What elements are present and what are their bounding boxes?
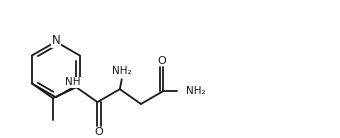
Text: O: O — [95, 127, 104, 137]
Text: NH: NH — [65, 77, 80, 87]
Text: N: N — [51, 34, 60, 47]
Text: O: O — [157, 56, 166, 66]
Text: NH₂: NH₂ — [186, 86, 206, 96]
Text: NH₂: NH₂ — [112, 66, 132, 76]
